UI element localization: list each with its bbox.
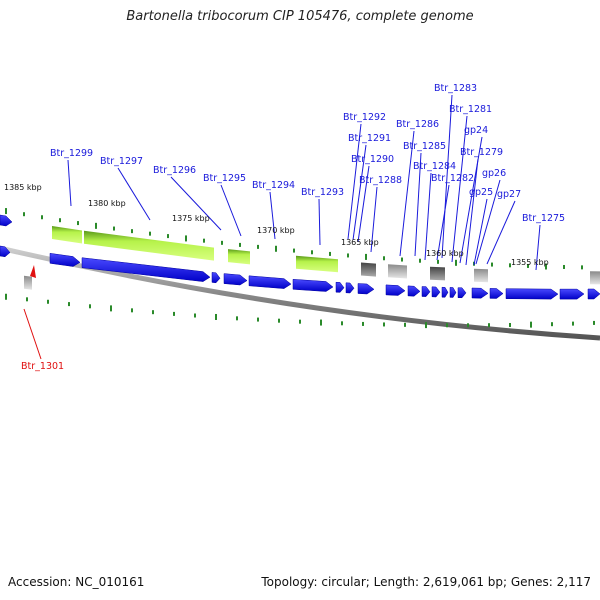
gene-label-leader xyxy=(23,308,42,360)
cds-arrow[interactable] xyxy=(449,287,457,298)
gene-label-leader xyxy=(465,158,479,266)
gene-label[interactable]: Btr_1286 xyxy=(396,119,439,130)
gene-label[interactable]: Btr_1285 xyxy=(403,141,446,152)
pseudo-feature[interactable] xyxy=(430,266,445,281)
gene-label[interactable]: gp27 xyxy=(497,189,521,200)
gene-label[interactable]: Btr_1295 xyxy=(203,173,246,184)
cds-arrow[interactable] xyxy=(471,287,489,299)
gene-label-leader xyxy=(269,191,276,240)
gene-label[interactable]: Btr_1294 xyxy=(252,180,295,191)
gene-label-leader xyxy=(459,136,483,264)
rna-feature[interactable] xyxy=(228,249,250,265)
gene-label-leader xyxy=(414,152,422,257)
gene-label[interactable]: Btr_1297 xyxy=(100,156,143,167)
gene-label-leader xyxy=(399,130,415,257)
rna-feature[interactable] xyxy=(52,226,82,244)
gene-label[interactable]: Btr_1299 xyxy=(50,148,93,159)
gene-label-leader xyxy=(67,159,72,207)
cds-arrow[interactable] xyxy=(357,283,375,295)
cds-arrow[interactable] xyxy=(345,282,355,294)
gene-label-leader xyxy=(535,224,541,271)
gene-label[interactable]: Btr_1282 xyxy=(431,173,474,184)
cds-arrow[interactable] xyxy=(223,273,248,286)
gene-label[interactable]: Btr_1301 xyxy=(21,361,64,372)
rna-feature[interactable] xyxy=(296,255,338,273)
cds-arrow[interactable] xyxy=(431,286,441,298)
cds-arrow[interactable] xyxy=(335,281,345,293)
gene-label-leader xyxy=(352,144,367,241)
cds-arrow[interactable] xyxy=(81,257,211,282)
scale-label: 1355 kbp xyxy=(511,258,549,267)
gene-label[interactable]: Btr_1290 xyxy=(351,154,394,165)
gene-label-leader xyxy=(424,172,432,261)
cds-arrow[interactable] xyxy=(0,245,11,258)
pseudo-feature[interactable] xyxy=(388,264,407,279)
gene-label[interactable]: Btr_1288 xyxy=(359,175,402,186)
gene-label[interactable]: gp26 xyxy=(482,168,506,179)
cds-arrow[interactable] xyxy=(457,287,467,299)
cds-arrow[interactable] xyxy=(0,214,13,227)
scale-label: 1370 kbp xyxy=(257,226,295,235)
pseudo-feature[interactable] xyxy=(24,275,32,290)
cds-arrow[interactable] xyxy=(489,288,504,299)
highlight-marker[interactable] xyxy=(30,265,36,278)
cds-arrow[interactable] xyxy=(385,284,406,296)
scale-label: 1375 kbp xyxy=(172,214,210,223)
gene-label[interactable]: gp24 xyxy=(464,125,488,136)
gene-label-leader xyxy=(451,115,468,263)
gene-label[interactable]: Btr_1284 xyxy=(413,161,456,172)
gene-label-leader xyxy=(347,123,362,240)
gene-label-leader xyxy=(436,184,450,261)
gene-label-leader xyxy=(117,167,151,221)
scale-label: 1380 kbp xyxy=(88,199,126,208)
gene-label-leader xyxy=(220,184,242,237)
gene-label[interactable]: Btr_1293 xyxy=(301,187,344,198)
cds-arrow[interactable] xyxy=(211,272,221,284)
cds-arrow[interactable] xyxy=(49,253,81,267)
gene-label[interactable]: Btr_1292 xyxy=(343,112,386,123)
gene-label[interactable]: gp25 xyxy=(469,187,493,198)
map-title: Bartonella tribocorum CIP 105476, comple… xyxy=(126,9,474,24)
pseudo-feature[interactable] xyxy=(474,268,488,283)
gene-label-leader xyxy=(318,198,321,246)
pseudo-feature[interactable] xyxy=(361,262,376,277)
gene-label-leader xyxy=(370,186,378,253)
gene-label-leader xyxy=(441,94,453,259)
gene-label-leader xyxy=(170,176,222,231)
cds-arrow[interactable] xyxy=(441,286,449,298)
gene-label-leader xyxy=(473,198,488,266)
cds-arrow[interactable] xyxy=(505,288,559,300)
rna-feature[interactable] xyxy=(84,230,214,261)
gene-label-leader xyxy=(475,179,501,265)
accession-text: Accession: NC_010161 xyxy=(8,575,145,589)
cds-arrow[interactable] xyxy=(407,285,421,297)
scale-label: 1360 kbp xyxy=(426,249,464,258)
gene-label-leader xyxy=(486,200,516,265)
gene-label[interactable]: Btr_1283 xyxy=(434,83,477,94)
cds-arrow[interactable] xyxy=(421,286,431,297)
cds-arrow[interactable] xyxy=(559,288,585,300)
gene-label[interactable]: Btr_1296 xyxy=(153,165,196,176)
cds-arrow[interactable] xyxy=(587,288,600,300)
scale-label: 1365 kbp xyxy=(341,238,379,247)
gene-label[interactable]: Btr_1291 xyxy=(348,133,391,144)
pseudo-feature[interactable] xyxy=(590,271,600,285)
cds-arrow[interactable] xyxy=(248,275,292,289)
scale-label: 1385 kbp xyxy=(4,183,42,192)
gene-label[interactable]: Btr_1281 xyxy=(449,104,492,115)
gene-label[interactable]: Btr_1275 xyxy=(522,213,565,224)
gene-label-leader xyxy=(357,165,370,243)
gene-label[interactable]: Btr_1279 xyxy=(460,147,503,158)
cds-arrow[interactable] xyxy=(292,279,334,292)
genome-summary-text: Topology: circular; Length: 2,619,061 bp… xyxy=(261,575,591,589)
